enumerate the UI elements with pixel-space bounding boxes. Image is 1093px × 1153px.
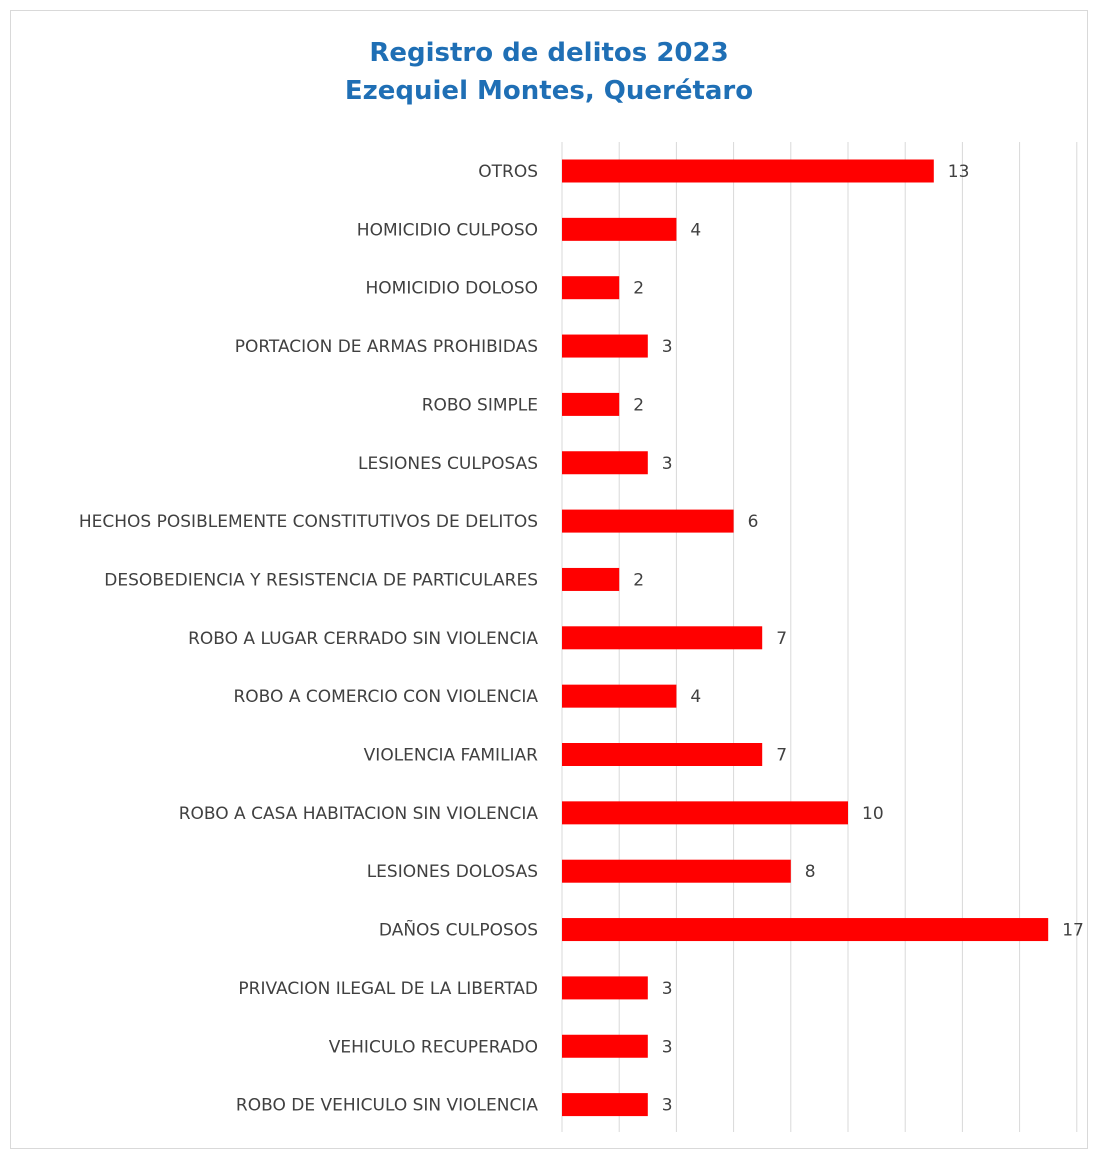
category-label: ROBO A CASA HABITACION SIN VIOLENCIA [179,804,539,824]
data-label: 3 [662,1037,673,1057]
bar [562,626,763,650]
bar [562,451,648,475]
bar [562,334,648,358]
data-label: 2 [633,570,644,590]
category-label: HOMICIDIO CULPOSO [357,220,538,240]
bar [562,918,1049,942]
category-label: LESIONES CULPOSAS [358,454,538,474]
data-label: 3 [662,979,673,999]
data-label: 7 [776,746,787,766]
data-label: 7 [776,629,787,649]
category-label: LESIONES DOLOSAS [367,862,538,882]
bar [562,392,620,416]
bar [562,859,791,883]
chart-title: Registro de delitos 2023 Ezequiel Montes… [10,34,1088,110]
chart-title-line-1: Registro de delitos 2023 [369,38,729,68]
data-label: 17 [1062,921,1084,941]
category-label: PORTACION DE ARMAS PROHIBIDAS [235,337,538,357]
chart-title-line-2: Ezequiel Montes, Querétaro [344,76,754,106]
category-label: ROBO A COMERCIO CON VIOLENCIA [233,687,538,707]
bar [562,509,734,533]
bar [562,1093,648,1117]
category-label: ROBO DE VEHICULO SIN VIOLENCIA [236,1096,538,1116]
data-label: 4 [690,220,701,240]
bar [562,1034,648,1058]
bar [562,743,763,766]
category-labels: OTROS HOMICIDIO CULPOSO HOMICIDIO DOLOSO PO… [79,162,538,1116]
data-label: 4 [690,687,701,707]
category-label: OTROS [478,162,538,182]
category-label: PRIVACION ILEGAL DE LA LIBERTAD [238,979,538,999]
chart-frame [10,10,1088,1149]
bar [562,217,677,241]
data-label: 8 [805,862,816,882]
category-label: DESOBEDIENCIA Y RESISTENCIA DE PARTICULA… [104,570,538,590]
bars [562,159,1049,1117]
data-label: 2 [633,395,644,415]
bar [562,684,677,708]
category-label: HOMICIDIO DOLOSO [365,279,538,299]
category-label: VEHICULO RECUPERADO [329,1037,538,1057]
data-label: 13 [948,162,970,182]
category-label: ROBO A LUGAR CERRADO SIN VIOLENCIA [188,629,538,649]
data-label: 3 [662,454,673,474]
data-label: 3 [662,337,673,357]
data-label: 2 [633,279,644,299]
bar [562,159,934,183]
bar [562,276,620,300]
bar [562,567,620,591]
bar [562,801,848,825]
data-labels: 13 4 2 3 2 3 6 2 7 4 7 10 8 17 3 3 3 [633,162,1084,1116]
category-label: HECHOS POSIBLEMENTE CONSTITUTIVOS DE DEL… [79,512,538,532]
category-label: DAÑOS CULPOSOS [379,919,538,941]
data-label: 6 [748,512,759,532]
data-label: 10 [862,804,884,824]
data-label: 3 [662,1096,673,1116]
category-label: ROBO SIMPLE [422,395,538,415]
category-label: VIOLENCIA FAMILIAR [364,746,539,766]
bar [562,976,648,1000]
